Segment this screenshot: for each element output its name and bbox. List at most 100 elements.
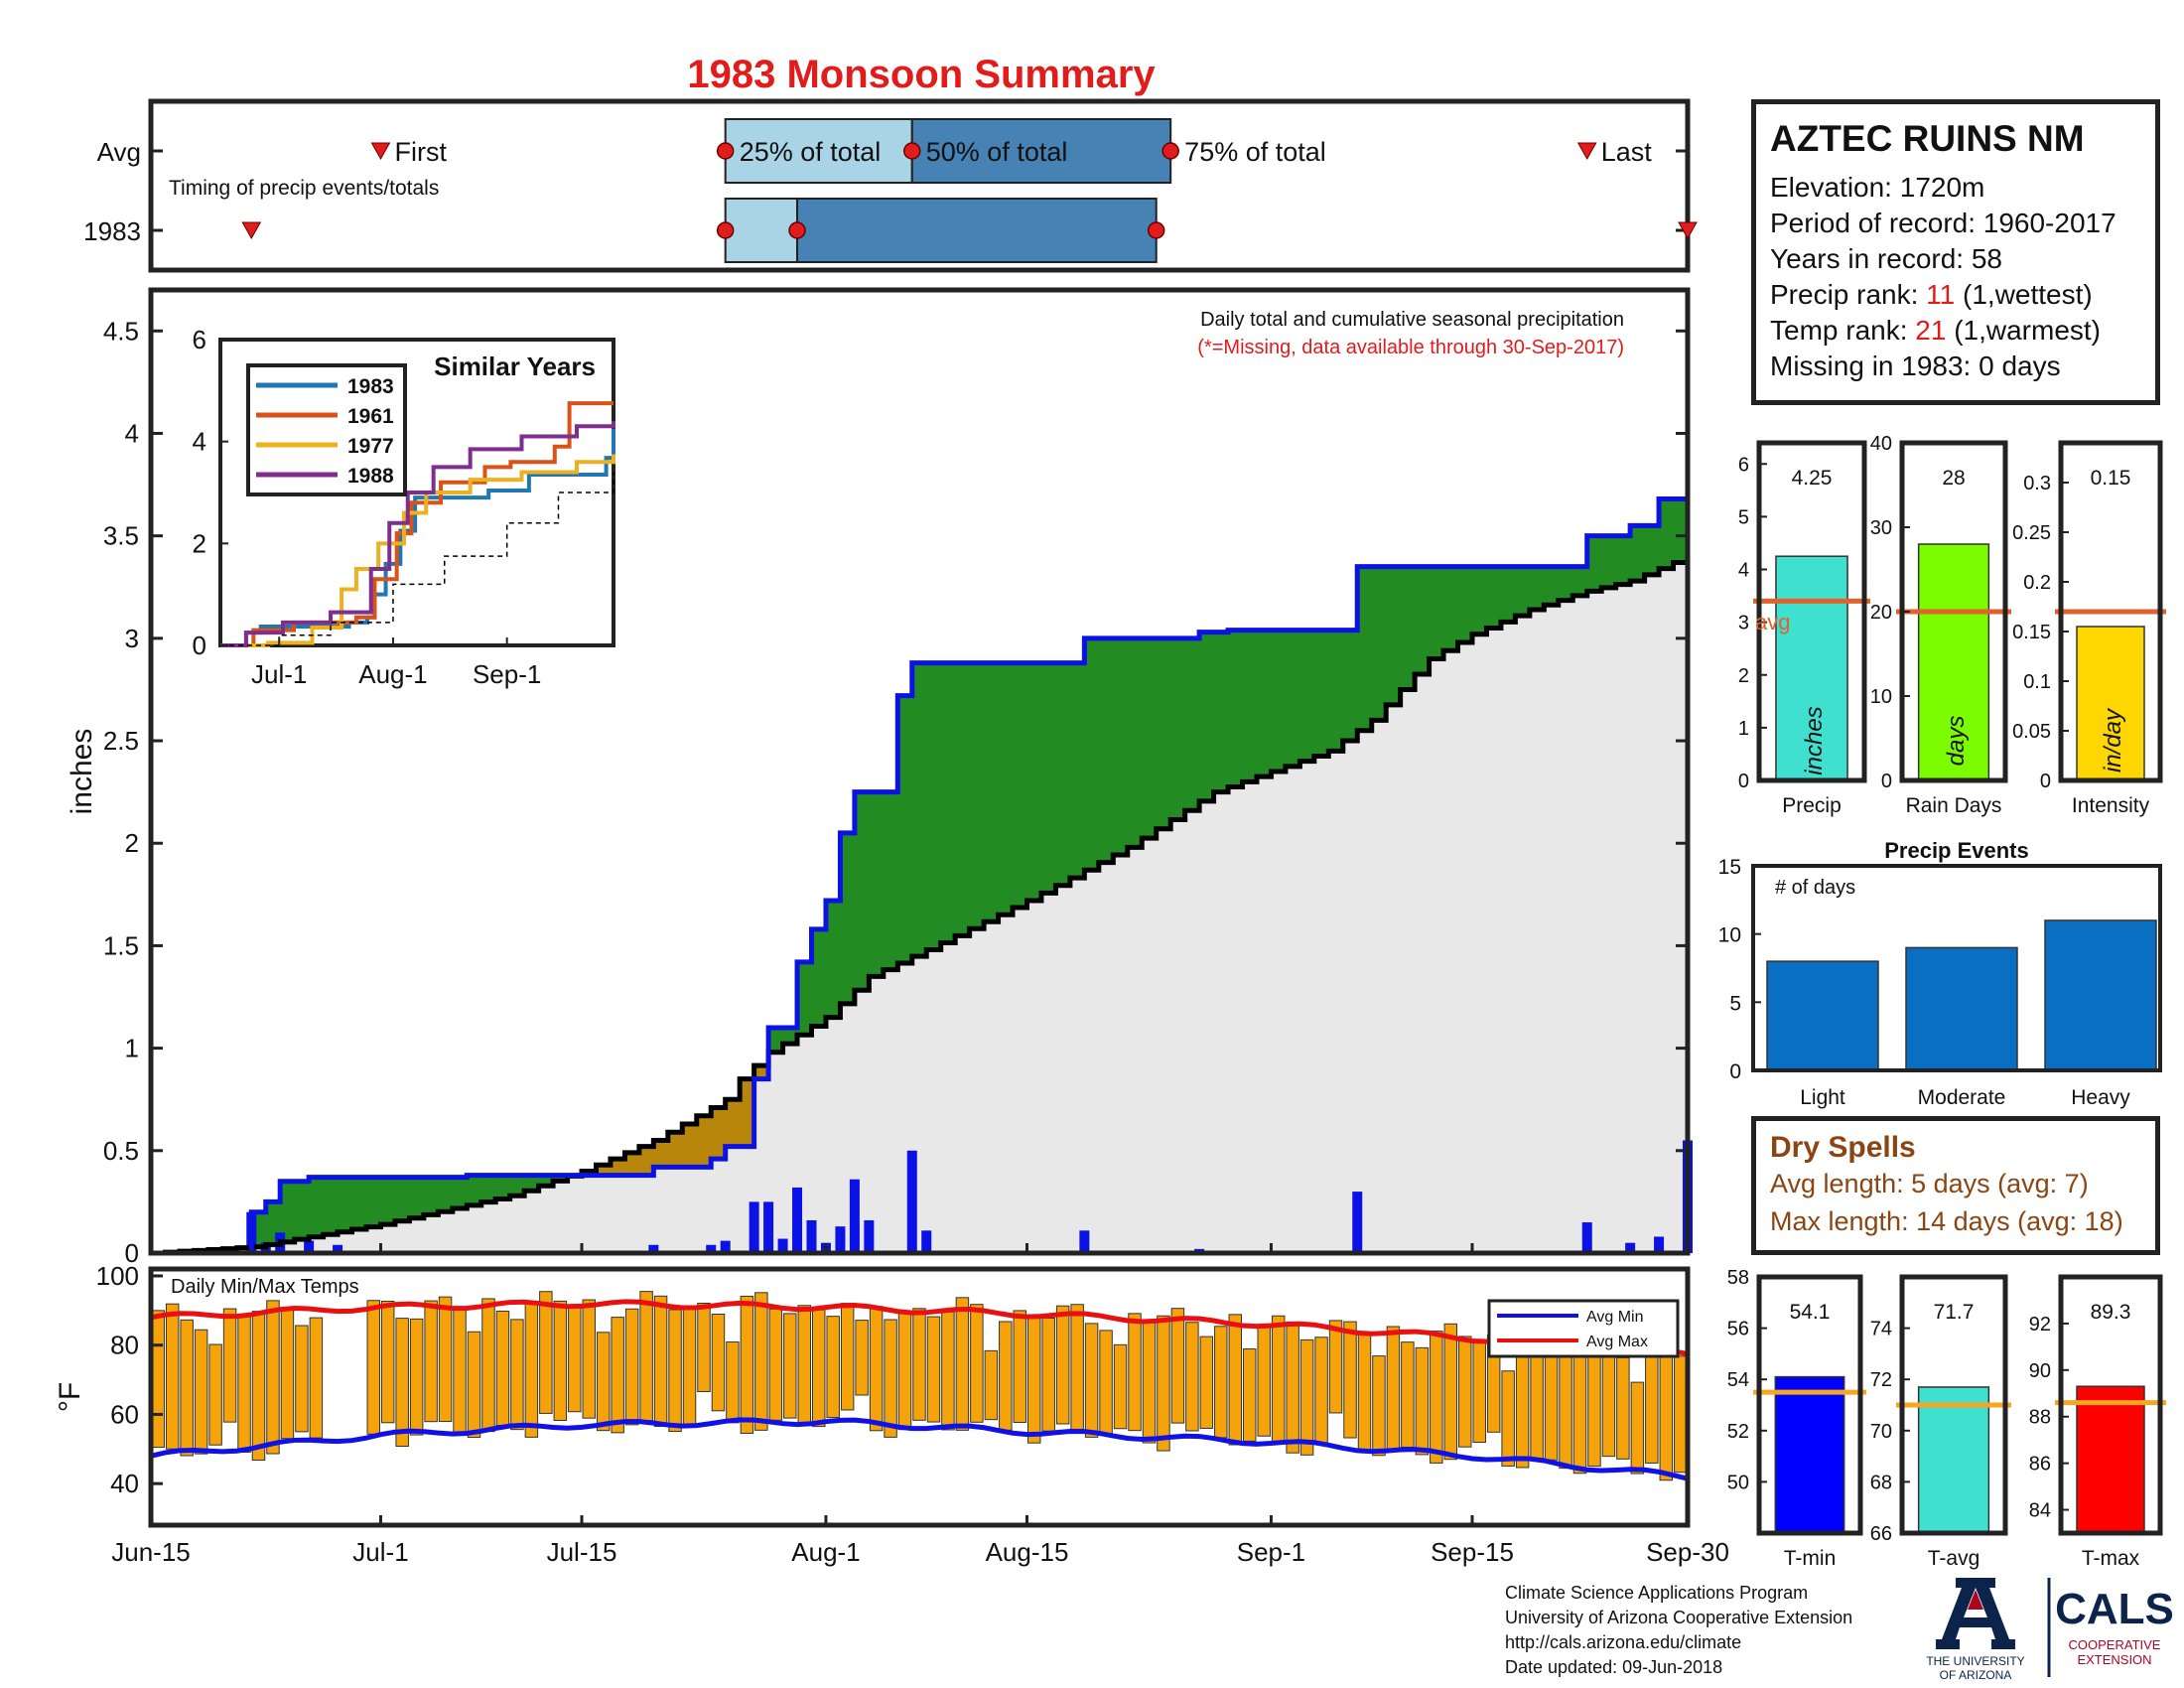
summary-y-tick-label: 0 xyxy=(1738,771,1749,792)
chart-subtitle: (*=Missing, data available through 30-Se… xyxy=(1197,337,1624,358)
above-avg-fill xyxy=(1055,662,1071,886)
summary-y-tick-label: 70 xyxy=(1870,1421,1892,1443)
summary-y-tick-label: 5 xyxy=(1738,506,1749,528)
timing-label-last: Last xyxy=(1601,137,1653,167)
above-avg-fill xyxy=(1184,637,1200,811)
credit-line: Date updated: 09-Jun-2018 xyxy=(1505,1657,1723,1677)
temp-bar xyxy=(495,1310,510,1427)
station-info-box: AZTEC RUINS NM Elevation: 1720m Period o… xyxy=(1751,99,2160,405)
events-category-label: Heavy xyxy=(2071,1086,2130,1109)
temp-bar xyxy=(568,1306,582,1413)
below-avg-fill xyxy=(596,1165,612,1176)
daily-precip-bar xyxy=(1352,1192,1363,1253)
temp-bar xyxy=(855,1320,869,1396)
summary-unit-label: in/day xyxy=(2100,707,2126,773)
temp-bar xyxy=(1415,1346,1430,1456)
summary-y-tick-label: 0 xyxy=(2040,771,2051,792)
daily-precip-bar xyxy=(1625,1242,1636,1253)
above-avg-fill xyxy=(940,662,956,943)
timing-box-25-50 xyxy=(724,198,799,263)
inset-series-line xyxy=(220,421,615,647)
above-avg-fill xyxy=(1529,566,1545,610)
summary-bar xyxy=(2076,626,2145,781)
above-avg-fill xyxy=(452,1177,468,1209)
summary-y-tick-label: 54 xyxy=(1727,1369,1749,1391)
inset-legend-label: 1977 xyxy=(347,435,394,458)
above-avg-fill xyxy=(1084,637,1100,871)
daily-precip-bar xyxy=(921,1230,932,1253)
summary-frame xyxy=(1899,1274,2008,1536)
above-avg-fill xyxy=(1228,630,1244,787)
temp-bar xyxy=(409,1318,424,1436)
temp-bar xyxy=(1430,1331,1443,1464)
above-avg-fill xyxy=(1586,535,1602,592)
temps-title: Daily Min/Max Temps xyxy=(171,1276,359,1298)
temp-bar xyxy=(999,1321,1013,1431)
temps-y-tick-label: 80 xyxy=(110,1331,139,1360)
station-years: Years in record: 58 xyxy=(1770,243,2002,274)
summary-y-tick-label: 6 xyxy=(1738,454,1749,476)
below-avg-fill xyxy=(725,1099,741,1147)
inset-x-tick-label: Jul-1 xyxy=(251,659,307,689)
above-avg-fill xyxy=(1471,566,1488,634)
summary-value-label: 71.7 xyxy=(1934,1301,1975,1324)
ua-logo-text: OF ARIZONA xyxy=(1940,1668,2012,1682)
temp-bar xyxy=(1157,1315,1170,1452)
above-avg-fill xyxy=(280,1181,296,1242)
events-category-label: Moderate xyxy=(1918,1086,2006,1109)
inset-x-tick-label: Sep-1 xyxy=(473,659,541,689)
above-avg-fill xyxy=(1429,566,1444,659)
daily-precip-bar xyxy=(1581,1222,1592,1253)
temp-bar xyxy=(639,1291,653,1422)
above-avg-fill xyxy=(1285,630,1300,767)
above-avg-fill xyxy=(509,1175,525,1196)
above-avg-fill xyxy=(782,1027,798,1045)
temp-bar xyxy=(1214,1326,1228,1439)
dry-spells-avg: Avg length: 5 days (avg: 7) xyxy=(1770,1169,2089,1198)
inset-x-tick-label: Aug-1 xyxy=(358,659,427,689)
temp-bar xyxy=(1357,1332,1372,1452)
above-avg-fill xyxy=(1313,630,1329,757)
station-missing: Missing in 1983: 0 days xyxy=(1770,351,2061,381)
summary-y-tick-label: 66 xyxy=(1870,1523,1892,1545)
similar-years-inset: 0 2 4 6 Jul-1 Aug-1 Sep-1 Similar Years 1983 1961… xyxy=(193,325,615,689)
temp-bar xyxy=(481,1298,495,1433)
timing-marker xyxy=(1161,142,1179,160)
timing-label-50: 50% of total xyxy=(926,137,1068,167)
y-tick-label: 2.5 xyxy=(103,726,139,756)
inset-y-tick-label: 2 xyxy=(193,528,206,558)
station-name: AZTEC RUINS NM xyxy=(1770,118,2085,159)
temp-bar xyxy=(970,1304,984,1423)
ua-logo-text: THE UNIVERSITY xyxy=(1926,1654,2024,1668)
summary-y-tick-label: 0.05 xyxy=(2012,721,2051,743)
above-avg-fill xyxy=(1357,566,1373,731)
above-avg-fill xyxy=(854,791,870,991)
temps-chart: 40 60 80 100 °F Daily Min/Max Temps Avg Min Avg… xyxy=(54,1261,1729,1567)
above-avg-fill xyxy=(1156,637,1171,829)
temp-bar xyxy=(510,1319,524,1431)
above-avg-fill xyxy=(1342,630,1358,742)
temp-bar xyxy=(1041,1317,1055,1432)
temp-bar xyxy=(797,1305,811,1426)
events-y-tick-label: 10 xyxy=(1718,924,1741,947)
temp-bar xyxy=(783,1313,797,1419)
x-tick-label: Aug-1 xyxy=(791,1537,860,1567)
above-avg-fill xyxy=(1113,637,1129,855)
temp-bar xyxy=(1299,1338,1314,1456)
temp-bar xyxy=(1572,1349,1587,1475)
y-tick-label: 0.5 xyxy=(103,1136,139,1166)
daily-precip-bar xyxy=(706,1244,717,1253)
summary-value-label: 4.25 xyxy=(1792,467,1833,490)
above-avg-fill xyxy=(1644,525,1660,575)
temp-bar xyxy=(1401,1341,1415,1448)
temp-bar xyxy=(582,1299,596,1419)
above-avg-fill xyxy=(926,662,942,950)
above-avg-fill xyxy=(840,832,856,1004)
daily-precip-bar xyxy=(835,1226,846,1253)
timing-triangle xyxy=(1678,221,1698,240)
summary-y-tick-label: 92 xyxy=(2029,1314,2051,1336)
summary-unit-label: days xyxy=(1943,716,1970,767)
summary-value-label: 54.1 xyxy=(1790,1301,1831,1324)
events-category-label: Light xyxy=(1800,1086,1845,1109)
